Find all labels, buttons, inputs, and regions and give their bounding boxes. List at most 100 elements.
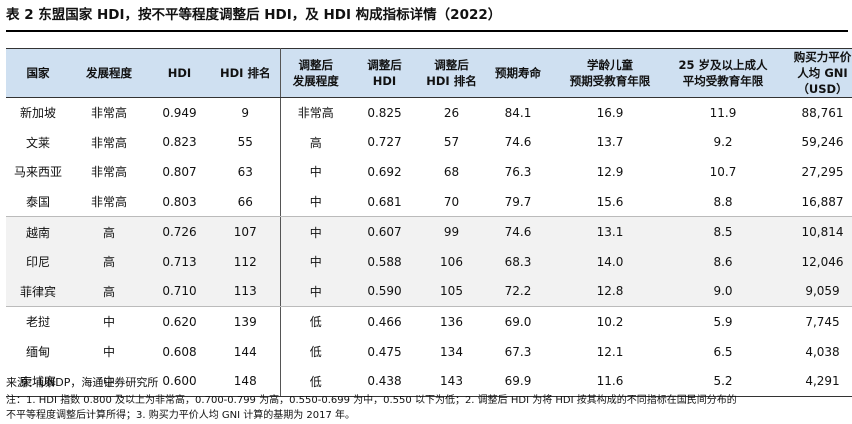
table-row: 越南高 0.726 107 中 0.607 99 74.6 13.1 8.5 10,814 [6, 216, 852, 247]
table-cell: 低 [309, 345, 322, 360]
table-cell: 107 [211, 216, 281, 247]
table-cell: 72.2 [485, 276, 551, 308]
table-cell: 9,059 [777, 276, 852, 308]
table-cell: 12.1 [596, 344, 624, 359]
table-cell: 老挝 [25, 315, 50, 330]
table-cell: 76.3 [504, 164, 532, 179]
header-line: 购买力平价 [793, 50, 852, 64]
table-row: 文莱 非常高 0.823 55 高 0.727 57 74.6 13.7 9.2 59,246 [6, 127, 852, 158]
table-row: 缅甸 中 0.608 144 低 0.475 134 67.3 12.1 6.5 4,038 [6, 336, 852, 367]
table-cell: 68 [443, 164, 460, 179]
table-cell: 中 [280, 216, 351, 247]
table-cell: 0.475 [367, 344, 402, 359]
table-cell: 0.588 [351, 246, 418, 277]
table-cell: 10.7 [709, 164, 737, 179]
table-cell: 4,038 [805, 344, 840, 359]
table-cell: 中 [280, 186, 351, 218]
table-cell: 0.600 [148, 366, 211, 397]
column-header: 学龄儿童 预期受教育年限 [551, 48, 669, 98]
header-line: 发展程度 [86, 66, 132, 80]
header-line: 学龄儿童 [587, 58, 633, 72]
table-cell: 0.710 [148, 276, 211, 308]
table-cell: 70 [418, 186, 485, 218]
header-line: 调整后 [434, 58, 469, 72]
table-cell: 10.2 [596, 314, 624, 329]
table-cell: 59,246 [801, 135, 844, 150]
table-cell: 菲律宾 [6, 276, 70, 308]
table-cell: 0.949 [162, 105, 197, 120]
table-cell: 5.9 [713, 314, 733, 329]
column-header: HDI [148, 48, 211, 98]
table-cell: 67.3 [504, 344, 532, 359]
title-rule [6, 30, 848, 32]
table-cell: 11.9 [709, 105, 737, 120]
header-line: 发展程度 [292, 74, 339, 88]
table-cell: 136 [440, 314, 463, 329]
table-cell: 11.6 [551, 366, 669, 397]
table-cell: 越南 [6, 216, 70, 247]
table-cell: 79.7 [485, 186, 551, 218]
table-cell: 112 [211, 246, 281, 277]
table-row: 新加坡 非常高 0.949 9 非常高 0.825 26 84.1 16.9 11.9 88,761 [6, 97, 852, 128]
table-cell: 27,295 [801, 164, 844, 179]
header-line: HDI [372, 74, 397, 88]
table-cell: 69.9 [485, 366, 551, 397]
column-header: HDI 排名 [211, 48, 281, 98]
table-cell: 55 [211, 127, 281, 158]
table-cell: 中 [70, 366, 148, 397]
table-cell: 0.692 [367, 164, 402, 179]
table-cell: 143 [418, 366, 485, 397]
table-cell: 84.1 [504, 105, 532, 120]
table-cell: 0.590 [351, 276, 418, 308]
table-cell: 66 [211, 186, 281, 218]
table-cell: 0.713 [148, 246, 211, 277]
table-row: 柬埔寨中 0.600 148 低 0.438 143 69.9 11.6 5.2 4,291 [6, 366, 852, 397]
table-cell: 134 [440, 344, 463, 359]
table-cell: 74.6 [504, 135, 532, 150]
table-cell: 0.807 [162, 164, 197, 179]
table-cell: 马来西亚 [13, 165, 62, 180]
table-cell: 中 [280, 246, 351, 277]
table-cell: 6.5 [713, 344, 733, 359]
table-cell: 69.0 [504, 314, 532, 329]
table-cell: 印尼 [6, 246, 70, 277]
table-cell: 139 [211, 306, 281, 337]
table-cell: 非常高 [90, 165, 127, 180]
table-cell: 105 [418, 276, 485, 308]
table-cell: 88,761 [801, 105, 844, 120]
column-header: 发展程度 [70, 48, 148, 98]
column-header: 购买力平价 人均 GNI（USD） [777, 48, 852, 98]
table-cell: 106 [418, 246, 485, 277]
table-row: 菲律宾高 0.710 113 中 0.590 105 72.2 12.8 9.0 9,059 [6, 276, 852, 308]
table-cell: 非常高 [90, 135, 127, 150]
column-header: 预期寿命 [485, 48, 551, 98]
table-cell: 13.1 [551, 216, 669, 247]
table-cell: 144 [211, 336, 281, 367]
table-cell: 0.803 [148, 186, 211, 218]
table-cell: 12,046 [777, 246, 852, 277]
note-line: 不平等程度调整后计算所得；3. 购买力平价人均 GNI 计算的基期为 2017 … [6, 410, 356, 421]
table-cell: 0.608 [162, 344, 197, 359]
column-header: 调整后 发展程度 [280, 48, 351, 98]
table-cell: 非常高 [297, 106, 334, 121]
table-cell: 9.2 [713, 135, 733, 150]
table-cell: 26 [443, 105, 460, 120]
header-line: 25 岁及以上成人 [678, 58, 768, 72]
column-header: 调整后 HDI [351, 48, 418, 98]
table-cell: 5.2 [669, 366, 777, 397]
table-cell: 12.9 [596, 164, 624, 179]
table-cell: 0.466 [367, 314, 402, 329]
header-line: 调整后 [367, 58, 402, 72]
table-cell: 74.6 [485, 216, 551, 247]
header-line: 预期寿命 [495, 66, 541, 80]
table-cell: 4,291 [777, 366, 852, 397]
table-cell: 泰国 [6, 186, 70, 218]
table-cell: 高 [70, 246, 148, 277]
table-row: 印尼高 0.713 112 中 0.588 106 68.3 14.0 8.6 12,046 [6, 246, 852, 277]
table-cell: 15.6 [551, 186, 669, 218]
table-cell: 14.0 [551, 246, 669, 277]
table-cell: 0.607 [351, 216, 418, 247]
header-line: HDI 排名 [220, 66, 271, 80]
table-cell: 高 [309, 135, 322, 150]
